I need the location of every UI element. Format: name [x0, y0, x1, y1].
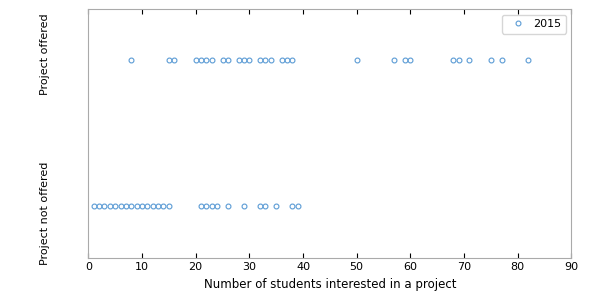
2015 — [128, 58, 135, 62]
2015 — [257, 58, 264, 62]
2015 — [224, 58, 231, 62]
2015 — [219, 58, 226, 62]
2015 — [171, 58, 178, 62]
2015 — [203, 58, 210, 62]
Text: Project not offered: Project not offered — [40, 161, 50, 265]
2015 — [235, 58, 242, 62]
2015 — [166, 58, 173, 62]
2015 — [450, 58, 457, 62]
Line: 2015: 2015 — [129, 58, 531, 63]
2015 — [209, 58, 216, 62]
2015 — [402, 58, 409, 62]
Legend: 2015: 2015 — [502, 15, 566, 34]
X-axis label: Number of students interested in a project: Number of students interested in a proje… — [204, 278, 456, 291]
2015 — [407, 58, 414, 62]
2015 — [267, 58, 274, 62]
2015 — [487, 58, 494, 62]
2015 — [353, 58, 360, 62]
2015 — [498, 58, 505, 62]
2015 — [455, 58, 462, 62]
2015 — [246, 58, 253, 62]
2015 — [289, 58, 296, 62]
2015 — [197, 58, 204, 62]
2015 — [192, 58, 199, 62]
2015 — [240, 58, 247, 62]
2015 — [262, 58, 269, 62]
2015 — [466, 58, 473, 62]
2015 — [283, 58, 290, 62]
2015 — [278, 58, 285, 62]
2015 — [525, 58, 532, 62]
Text: Project offered: Project offered — [40, 13, 50, 95]
2015 — [391, 58, 398, 62]
